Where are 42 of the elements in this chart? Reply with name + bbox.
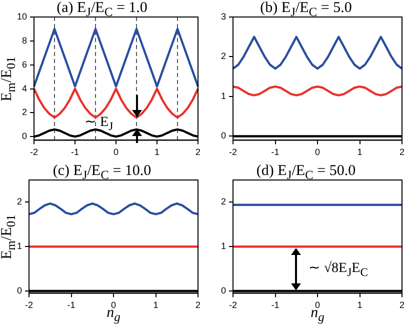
x-tick-label: -2 xyxy=(229,300,238,310)
chart-title: (b) E$_{J}$/E$_{C}$ = 5.0 xyxy=(260,0,352,19)
x-tick-label: 1 xyxy=(357,147,362,158)
y-tick-label: 2 xyxy=(220,196,226,207)
annotation: ∼ √8E$_{J}$E$_{C}$ xyxy=(308,260,368,280)
y-tick-label: 0 xyxy=(220,130,226,141)
x-tick-label: 1 xyxy=(357,300,362,310)
x-tick-label: -1 xyxy=(67,300,76,310)
y-tick-label: 1 xyxy=(220,90,226,101)
x-tick-label: 2 xyxy=(399,300,405,310)
y-tick-label: 8 xyxy=(22,35,28,46)
x-tick-label: -1 xyxy=(71,147,80,158)
y-tick-label: 1 xyxy=(220,241,226,252)
annotation: ∼ E$_{J}$ xyxy=(84,115,114,134)
y-tick-label: 4 xyxy=(22,83,28,94)
x-tick-label: 2 xyxy=(399,147,405,158)
x-tick-label: -2 xyxy=(229,147,238,158)
y-tick-label: 0 xyxy=(220,285,226,296)
y-tick-label: 10 xyxy=(16,11,28,22)
y-tick-label: 2 xyxy=(22,107,28,118)
x-tick-label: -1 xyxy=(271,147,280,158)
x-tick-label: 0 xyxy=(110,300,116,310)
x-tick-label: -2 xyxy=(25,300,34,310)
x-tick-label: 1 xyxy=(154,147,160,158)
y-tick-label: 6 xyxy=(22,59,28,70)
x-tick-label: -1 xyxy=(271,300,280,310)
x-tick-label: 2 xyxy=(195,300,201,310)
chart-title: (d) E$_{J}$/E$_{C}$ = 50.0 xyxy=(255,163,357,184)
y-tick-label: 3 xyxy=(220,11,226,22)
y-tick-label: 2 xyxy=(220,51,226,62)
x-tick-label: 1 xyxy=(153,300,158,310)
x-tick-label: -2 xyxy=(30,147,38,158)
x-tick-label: 0 xyxy=(114,147,119,158)
y-tick-label: 1 xyxy=(16,241,22,252)
x-tick-label: 0 xyxy=(314,300,320,310)
y-tick-label: 0 xyxy=(16,285,22,296)
y-tick-label: 2 xyxy=(16,196,22,207)
chart-title: (c) E$_{J}$/E$_{C}$ = 10.0 xyxy=(52,163,152,184)
y-tick-label: 0 xyxy=(22,131,28,142)
x-tick-label: 2 xyxy=(195,147,201,158)
chart-title: (a) E$_{J}$/E$_{C}$ = 1.0 xyxy=(56,0,148,19)
x-tick-label: 0 xyxy=(314,147,320,158)
